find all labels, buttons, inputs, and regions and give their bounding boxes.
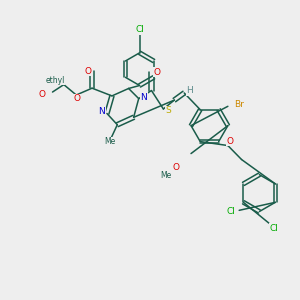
Text: Cl: Cl [269, 224, 278, 233]
Text: ethyl: ethyl [45, 76, 64, 85]
Text: N: N [98, 107, 105, 116]
Text: O: O [39, 90, 46, 99]
Text: O: O [153, 68, 160, 76]
Text: Me: Me [104, 137, 116, 146]
Text: H: H [186, 86, 193, 95]
Text: Br: Br [234, 100, 244, 109]
Text: Me: Me [160, 171, 172, 180]
Text: Cl: Cl [135, 25, 144, 34]
Text: O: O [74, 94, 80, 103]
Text: O: O [84, 67, 91, 76]
Text: N: N [140, 93, 147, 102]
Text: O: O [227, 136, 234, 146]
Text: Cl: Cl [135, 25, 144, 34]
Text: Cl: Cl [227, 207, 236, 216]
Text: S: S [166, 106, 172, 115]
Text: O: O [172, 163, 179, 172]
